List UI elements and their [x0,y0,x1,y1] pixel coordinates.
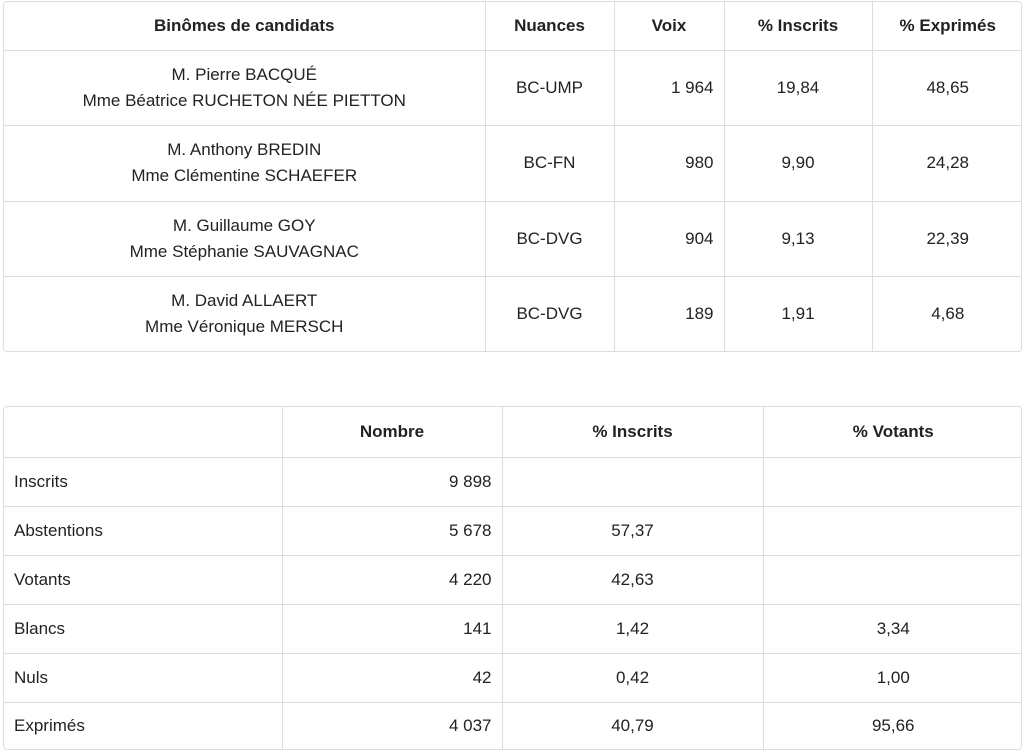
pct-votants-cell: 95,66 [871,716,915,736]
candidates-table: Binômes de candidats Nuances Voix % Insc… [4,2,1021,351]
table-row: Votants 4 220 42,63 [4,555,1021,605]
nuance-cell: BC-DVG [485,201,615,277]
candidate-pair: M. Pierre BACQUÉ Mme Béatrice RUCHETON N… [4,50,486,126]
pct-exprimes-cell: 24,28 [872,125,1021,202]
candidate-name: Mme Véronique MERSCH [145,317,344,337]
pct-inscrits-cell: 1,42 [502,604,764,654]
header-pct-exprimes: % Exprimés [872,2,1021,51]
nuance-cell: BC-DVG [485,276,615,351]
header-nuances: Nuances [485,2,615,51]
row-label: Exprimés [4,702,283,749]
table-row: M. Anthony BREDIN Mme Clémentine SCHAEFE… [4,125,1021,202]
row-label: Inscrits [4,457,283,507]
candidates-table-container: Binômes de candidats Nuances Voix % Insc… [3,1,1022,352]
header-voix: Voix [614,2,725,51]
voix-cell: 189 [614,276,725,351]
candidate-name: Mme Clémentine SCHAEFER [131,166,358,186]
table-row: Inscrits 9 898 [4,457,1021,507]
header-pct-inscrits: % Inscrits [724,2,873,51]
pct-inscrits-cell: 0,42 [502,653,764,703]
pct-inscrits-cell: 1,91 [724,276,873,351]
candidate-name: M. Anthony BREDIN [167,140,322,160]
row-label: Nuls [4,653,283,703]
pct-votants-cell: 3,34 [763,604,1021,654]
table-row: M. David ALLAERT Mme Véronique MERSCH BC… [4,276,1021,351]
pct-inscrits-cell: 57,37 [502,506,764,556]
voix-cell: 904 [614,201,725,277]
nombre-cell: 141 [282,604,503,654]
pct-inscrits-cell: 9,13 [724,201,873,277]
pct-inscrits-cell: 42,63 [502,555,764,605]
nuance-cell: BC-UMP [485,50,615,126]
table-row: Exprimés 4 037 40,79 95,66 [4,702,1021,749]
candidate-name: M. David ALLAERT [171,291,318,311]
candidates-header-row: Binômes de candidats Nuances Voix % Insc… [4,2,1021,51]
table-row: Blancs 141 1,42 3,34 [4,604,1021,654]
candidate-pair: M. Anthony BREDIN Mme Clémentine SCHAEFE… [4,125,486,202]
candidate-name: Mme Béatrice RUCHETON NÉE PIETTON [82,90,406,110]
pct-inscrits-cell: 19,84 [724,50,873,126]
nombre-cell: 4 220 [282,555,503,605]
header-empty [4,407,283,458]
nombre-cell: 5 678 [282,506,503,556]
row-label: Blancs [4,604,283,654]
pct-inscrits-cell: 9,90 [724,125,873,202]
table-row: Abstentions 5 678 57,37 [4,506,1021,556]
candidate-pair: M. David ALLAERT Mme Véronique MERSCH [4,276,486,351]
candidate-name: M. Pierre BACQUÉ [171,64,317,84]
nuance-cell: BC-FN [485,125,615,202]
header-binomes: Binômes de candidats [4,2,486,51]
pct-votants-cell [763,555,1021,605]
table-row: M. Pierre BACQUÉ Mme Béatrice RUCHETON N… [4,50,1021,126]
nombre-cell: 4 037 [282,702,503,749]
nombre-cell: 42 [282,653,503,703]
participation-header-row: Nombre % Inscrits % Votants [4,407,1021,458]
pct-inscrits-cell [502,457,764,507]
participation-table-container: Nombre % Inscrits % Votants Inscrits 9 8… [3,406,1022,750]
candidate-name: Mme Stéphanie SAUVAGNAC [129,241,359,261]
pct-inscrits-cell: 40,79 [502,702,764,749]
row-label: Votants [4,555,283,605]
header-pct-inscrits: % Inscrits [502,407,764,458]
voix-cell: 980 [614,125,725,202]
row-label: Abstentions [4,506,283,556]
candidate-name: M. Guillaume GOY [172,215,316,235]
voix-cell: 1 964 [614,50,725,126]
candidate-pair: M. Guillaume GOY Mme Stéphanie SAUVAGNAC [4,201,486,277]
pct-votants-cell: 1,00 [763,653,1021,703]
participation-table: Nombre % Inscrits % Votants Inscrits 9 8… [4,407,1021,749]
header-nombre: Nombre [282,407,503,458]
pct-votants-cell [763,506,1021,556]
header-pct-votants: % Votants [763,407,1021,458]
pct-votants-cell [763,457,1021,507]
table-row: M. Guillaume GOY Mme Stéphanie SAUVAGNAC… [4,201,1021,277]
pct-exprimes-cell: 4,68 [931,304,965,324]
pct-exprimes-cell: 48,65 [872,50,1021,126]
table-row: Nuls 42 0,42 1,00 [4,653,1021,703]
pct-exprimes-cell: 22,39 [872,201,1021,277]
nombre-cell: 9 898 [282,457,503,507]
